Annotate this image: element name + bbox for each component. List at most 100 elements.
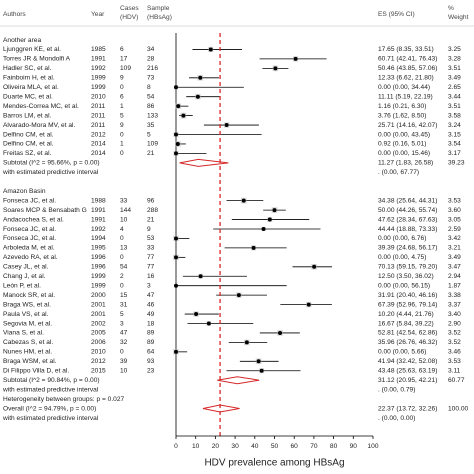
author: Fainboim H, et al. <box>3 75 55 82</box>
cases: 144 <box>120 207 131 214</box>
weight: 3.42 <box>448 235 461 242</box>
point-estimate <box>273 66 278 71</box>
year: 2012 <box>91 131 106 138</box>
es-ci: 17.65 (8.35, 33.51) <box>378 46 434 53</box>
weight: 3.51 <box>448 103 461 110</box>
year: 2006 <box>91 339 106 346</box>
point-estimate <box>198 274 203 279</box>
es-ci: 11.11 (5.19, 22.19) <box>378 93 433 100</box>
sample: 35 <box>147 122 155 129</box>
es-ci: 41.94 (32.42, 52.08) <box>378 358 437 365</box>
es-ci: 0.00 (0.00, 5.66) <box>378 349 426 356</box>
year: 2010 <box>91 93 106 100</box>
cases: 54 <box>120 264 128 271</box>
point-estimate <box>259 368 264 373</box>
point-estimate <box>174 85 178 90</box>
es-ci: 67.39 (52.96, 79.14) <box>378 301 437 308</box>
weight: 3.52 <box>448 339 461 346</box>
author: Barros LM, et al. <box>3 112 52 119</box>
author: Freitas SZ, et al. <box>3 150 52 157</box>
sample: 34 <box>147 46 155 53</box>
cases: 109 <box>120 65 131 72</box>
heterogeneity: Heterogeneity between groups: p = 0.027 <box>3 396 124 403</box>
author: Manock SR, et al. <box>3 292 55 299</box>
x-axis-label: HDV prevalence among HBsAg <box>204 458 344 469</box>
x-tick-label: 10 <box>192 443 200 450</box>
point-estimate <box>175 141 180 146</box>
cases: 0 <box>120 150 124 157</box>
point-estimate <box>272 208 277 213</box>
author: Fonseca JC, et al. <box>3 235 56 242</box>
year: 1999 <box>91 84 106 91</box>
sample: 133 <box>147 112 158 119</box>
year: 2010 <box>91 349 106 356</box>
point-estimate <box>224 123 229 128</box>
author: Andacochea S, et al. <box>3 216 64 223</box>
x-tick-label: 90 <box>350 443 358 450</box>
year: 2014 <box>91 141 106 148</box>
cases: 6 <box>120 93 124 100</box>
weight: 3.51 <box>448 65 461 72</box>
point-estimate <box>293 56 298 61</box>
point-estimate <box>174 349 178 354</box>
header-year: Year <box>91 11 105 18</box>
pooled-diamond <box>217 376 260 385</box>
cases: 0 <box>120 84 124 91</box>
year: 2001 <box>91 311 106 318</box>
es-ci: 52.81 (42.54, 62.86) <box>378 330 437 337</box>
author: Azevedo RA, et al. <box>3 254 58 261</box>
cases: 0 <box>120 235 124 242</box>
point-estimate <box>181 113 186 118</box>
year: 1996 <box>91 254 106 261</box>
weight: 3.54 <box>448 141 461 148</box>
weight: 2.90 <box>448 320 461 327</box>
author: Braga WS, et al. <box>3 301 51 308</box>
author: Alvarado-Mora MV, et al. <box>3 122 75 129</box>
point-estimate <box>176 104 181 109</box>
author: Delfino CM, et al. <box>3 141 54 148</box>
es-ci: 47.62 (28.34, 67.63) <box>378 216 437 223</box>
year: 1994 <box>91 235 106 242</box>
sample: 23 <box>147 368 155 375</box>
es-ci: 10.20 (4.44, 21.76) <box>378 311 434 318</box>
sample: 9 <box>147 226 151 233</box>
point-estimate <box>306 302 311 307</box>
pooled-diamond <box>202 404 240 413</box>
es-ci: 70.13 (59.15, 79.20) <box>378 264 437 271</box>
overall-weight: 100.00 <box>448 405 469 412</box>
point-estimate <box>174 151 178 156</box>
year: 1999 <box>91 282 106 289</box>
point-estimate <box>278 330 283 335</box>
es-ci: 44.44 (18.88, 73.33) <box>378 226 437 233</box>
sample: 109 <box>147 141 158 148</box>
sample: 53 <box>147 235 155 242</box>
cases: 0 <box>120 131 124 138</box>
cases: 3 <box>120 320 124 327</box>
x-tick-label: 50 <box>271 443 279 450</box>
sample: 288 <box>147 207 158 214</box>
year: 1991 <box>91 216 106 223</box>
cases: 33 <box>120 197 128 204</box>
year: 2001 <box>91 301 106 308</box>
point-estimate <box>256 359 261 364</box>
subtotal-weight: 39.23 <box>448 160 465 167</box>
es-ci: 0.00 (0.00, 15.46) <box>378 150 430 157</box>
point-estimate <box>174 283 178 288</box>
year: 2011 <box>91 112 106 119</box>
sample: 64 <box>147 349 155 356</box>
es-ci: 3.76 (1.62, 8.50) <box>378 112 426 119</box>
cases: 9 <box>120 75 124 82</box>
predictive-ci: . (0.00, 67.77) <box>378 169 419 176</box>
sample: 93 <box>147 358 155 365</box>
es-ci: 12.50 (3.50, 36.02) <box>378 273 434 280</box>
cases: 4 <box>120 226 124 233</box>
year: 1995 <box>91 245 106 252</box>
sample: 5 <box>147 131 151 138</box>
author: Nunes HM, et al. <box>3 349 52 356</box>
x-tick-label: 100 <box>367 443 378 450</box>
year: 2011 <box>91 122 106 129</box>
weight: 3.37 <box>448 301 461 308</box>
es-ci: 0.00 (0.00, 4.75) <box>378 254 426 261</box>
overall-es: 22.37 (13.72, 32.26) <box>378 405 437 412</box>
sample: 49 <box>147 311 155 318</box>
